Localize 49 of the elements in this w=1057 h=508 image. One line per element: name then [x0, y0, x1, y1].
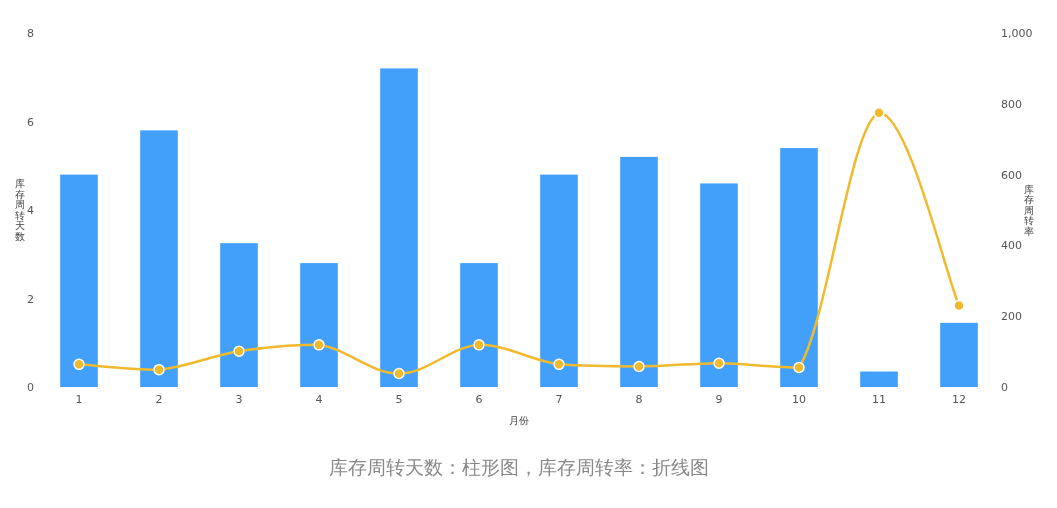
- y2-tick-label: 600: [1001, 168, 1022, 182]
- bar: [780, 148, 818, 387]
- point: [73, 358, 85, 371]
- y2-tick-label: 0: [1001, 381, 1008, 394]
- bar: [620, 156, 658, 387]
- point: [713, 357, 725, 370]
- y-tick-label: 4: [27, 204, 34, 217]
- point: [153, 363, 165, 376]
- y2-tick-label: 400: [1001, 239, 1022, 253]
- x-tick-label: 8: [635, 393, 643, 406]
- y2-tick-label: 1,000: [1001, 27, 1033, 40]
- point: [313, 339, 325, 351]
- y-tick-label: 2: [27, 292, 34, 306]
- bar: [140, 130, 178, 387]
- text: 库存周转天数：柱形图，库存周转率：折线图: [329, 456, 709, 478]
- point: [473, 339, 485, 351]
- x-tick-label: 3: [235, 393, 243, 406]
- x-tick-label: 11: [872, 393, 886, 406]
- y-tick-label: 6: [27, 115, 34, 129]
- x-tick-label: 10: [792, 393, 806, 406]
- y-axis-title: 库存周转天数: [15, 178, 25, 242]
- point: [793, 361, 805, 374]
- x-tick-label: 4: [315, 393, 323, 406]
- x-tick-label: 7: [555, 393, 563, 406]
- point: [553, 358, 565, 371]
- y-tick-label: 8: [27, 27, 34, 40]
- bar: [540, 174, 578, 387]
- point: [233, 345, 245, 357]
- bar: [940, 322, 978, 387]
- bar: [460, 263, 498, 387]
- bar: [220, 243, 258, 387]
- x-tick-label: 5: [395, 393, 403, 406]
- bar: [380, 68, 418, 387]
- point: [633, 360, 645, 373]
- x-tick-label: 2: [155, 393, 163, 406]
- bar: [60, 174, 98, 387]
- x-tick-label: 12: [952, 393, 966, 406]
- y-tick-label: 0: [27, 381, 34, 394]
- x-tick-label: 9: [715, 393, 723, 406]
- bar: [700, 183, 738, 387]
- x-tick-label: 1: [75, 393, 83, 406]
- x-axis-title: 月份: [509, 415, 529, 426]
- y2-axis-title: 库存周转率: [1024, 183, 1034, 237]
- bar: [860, 371, 898, 387]
- y2-tick-label: 200: [1001, 310, 1022, 324]
- x-tick-label: 6: [475, 393, 483, 406]
- point: [393, 367, 405, 380]
- bar: [300, 263, 338, 387]
- y2-tick-label: 800: [1001, 97, 1022, 111]
